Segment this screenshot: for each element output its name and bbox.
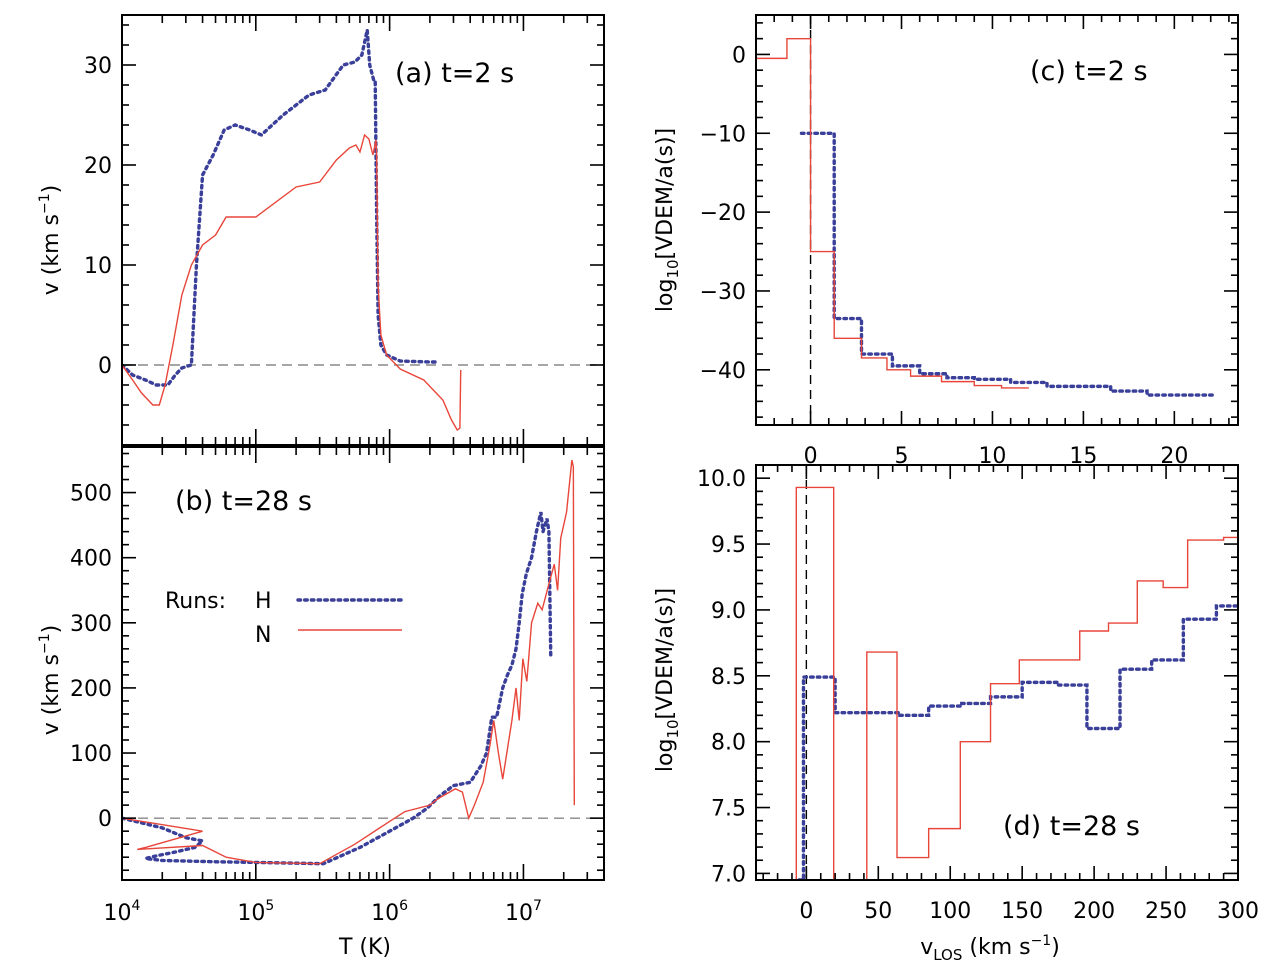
panel-b-ytick-label: 500: [70, 482, 112, 507]
panel-b-xtick-label: 107: [505, 898, 542, 926]
panel-a-label: (a) t=2 s: [395, 58, 514, 89]
panel-a-series-n: [122, 133, 462, 432]
panel-c-series-n: [756, 37, 1029, 389]
panel-c-ytick-label: −30: [700, 280, 746, 305]
panel-a: 0 10 20 30 (a) t=2 s v (km s−1): [37, 14, 605, 446]
panel-d-xtick-label: 100: [929, 899, 971, 924]
panel-a-series-h: [122, 29, 438, 387]
panel-b-ytick-label: 100: [70, 742, 112, 767]
panel-b-ytick-label: 300: [70, 612, 112, 637]
panel-d-ytick-label: 8.5: [711, 665, 746, 690]
panel-a-ytick-label: 30: [84, 54, 112, 79]
panel-a-ylabel: v (km s−1): [37, 185, 64, 295]
panel-c-xtick-label: 5: [895, 444, 909, 469]
panel-d-xtick-label: 50: [864, 899, 892, 924]
panel-d-xlabel: vLOS (km s−1): [920, 933, 1060, 964]
panel-c-plot-area: [756, 15, 1217, 425]
panel-d-plot-area: [791, 465, 1238, 880]
panel-d-xtick-label: 250: [1145, 899, 1187, 924]
panel-c-series-h: [799, 131, 1217, 397]
panel-c-ylabel: log10[VDEM/a(s)]: [653, 128, 682, 312]
panel-a-frame: [121, 14, 605, 446]
panel-b-ylabel: v (km s−1): [37, 625, 64, 735]
panel-d-xtick-label: 300: [1217, 899, 1259, 924]
panel-b: 0 100 200 300 400 500 104 105 106 107 (b) t=28 s v …: [37, 446, 605, 960]
panel-d-frame: [755, 464, 1239, 881]
legend-label-n: N: [255, 623, 271, 648]
panel-d-ytick-label: 9.5: [711, 533, 746, 558]
panel-c-ytick-label: −10: [700, 122, 746, 147]
panel-b-series-h: [122, 511, 553, 866]
panel-c-label: (c) t=2 s: [1030, 56, 1148, 87]
legend: Runs: H N: [165, 589, 404, 648]
panel-d-ylabel: log10[VDEM/a(s)]: [653, 588, 682, 772]
panel-c-frame: [755, 14, 1239, 426]
panel-d-xtick-label: 150: [1001, 899, 1043, 924]
panel-d-xtick-label: 200: [1073, 899, 1115, 924]
panel-d: 7.0 7.5 8.0 8.5 9.0 9.5 10.0 0 50 100 150 200 250 300…: [653, 464, 1259, 964]
panel-d-ytick-label: 8.0: [711, 731, 746, 756]
panel-d-ytick-label: 10.0: [697, 467, 746, 492]
panel-d-ytick-label: 9.0: [711, 599, 746, 624]
legend-label-h: H: [255, 589, 272, 614]
panel-b-xtick-label: 104: [104, 898, 141, 926]
panel-d-series-n: [791, 486, 1238, 880]
panel-d-label: (d) t=28 s: [1003, 811, 1140, 842]
panel-b-ytick-label: 200: [70, 677, 112, 702]
panel-b-plot-area: [122, 459, 604, 866]
panel-a-ytick-label: 20: [84, 154, 112, 179]
panel-d-series-h: [797, 604, 1238, 880]
panel-b-frame: [121, 446, 605, 881]
panel-b-xtick-label: 105: [237, 898, 274, 926]
panel-c-ytick-label: −40: [700, 359, 746, 384]
panel-a-plot-area: [122, 29, 604, 432]
panel-d-ytick-label: 7.5: [711, 797, 746, 822]
panel-c-xtick-label: 0: [804, 444, 818, 469]
panel-b-ytick-label: 400: [70, 547, 112, 572]
panel-b-ytick-label: 0: [98, 807, 112, 832]
panel-b-xtick-label: 106: [371, 898, 408, 926]
panel-c-ytick-label: 0: [732, 43, 746, 68]
panel-b-label: (b) t=28 s: [175, 486, 312, 517]
panel-b-series-n: [122, 459, 576, 865]
panel-d-ytick-label: 7.0: [711, 862, 746, 887]
panel-a-ytick-label: 10: [84, 254, 112, 279]
panel-c-ytick-label: −20: [700, 201, 746, 226]
panel-b-xlabel: T (K): [338, 935, 391, 960]
panel-a-ytick-label: 0: [98, 354, 112, 379]
panel-d-xtick-label: 0: [799, 899, 813, 924]
legend-title: Runs:: [165, 589, 226, 614]
